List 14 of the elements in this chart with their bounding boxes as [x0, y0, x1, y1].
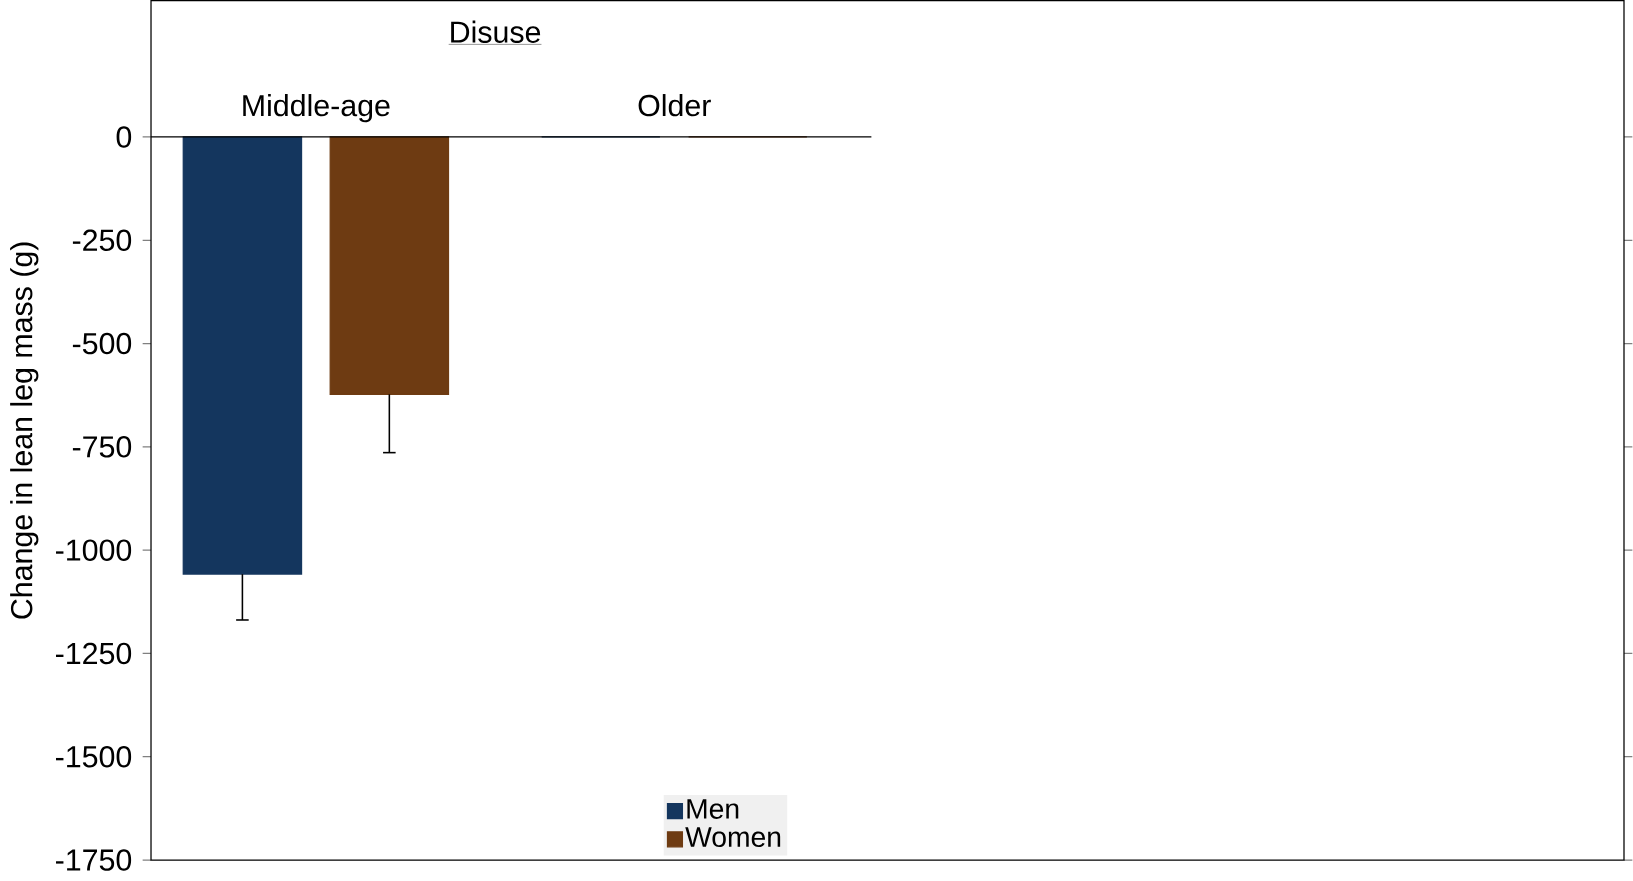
- y-tick-label: -1750: [56, 849, 132, 871]
- y-tick-label: -750: [72, 436, 132, 458]
- y-tick-label: -1500: [56, 746, 132, 768]
- text: Disuse: [451, 20, 541, 43]
- legend-label: Men: [687, 799, 739, 819]
- y-tick-label: -250: [72, 229, 132, 252]
- y-tick-label: 0: [116, 126, 132, 148]
- y-tick-label: -500: [72, 332, 132, 355]
- legend-label: Women: [685, 827, 781, 848]
- x-tick-label: Older: [638, 94, 711, 117]
- x-tick-label: Middle-age: [243, 94, 390, 123]
- y-tick-label: -1250: [56, 642, 132, 665]
- y-tick-label: -1000: [56, 539, 132, 561]
- y-axis-title: Change in lean leg mass (g): [10, 242, 39, 619]
